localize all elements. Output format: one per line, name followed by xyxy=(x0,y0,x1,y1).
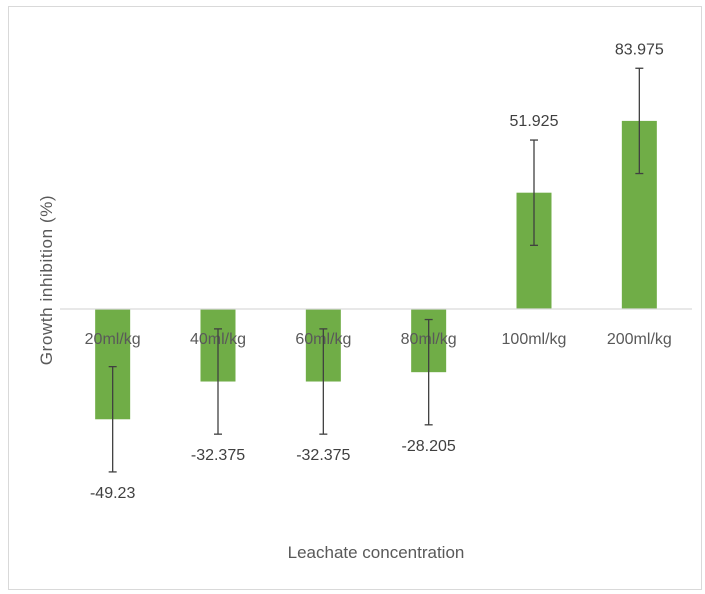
data-label-20ml/kg: -49.23 xyxy=(90,485,135,502)
chart-frame xyxy=(8,6,702,590)
data-label-100ml/kg: 51.925 xyxy=(510,113,559,130)
error-bars-layer xyxy=(108,67,644,473)
data-label-40ml/kg: -32.375 xyxy=(191,447,245,464)
bars-layer xyxy=(95,120,657,420)
x-tick-labels: 20ml/kg 40ml/kg 60ml/kg 80ml/kg 100ml/kg 200m… xyxy=(85,331,672,348)
x-axis-title: Leachate concentration xyxy=(288,543,465,562)
data-label-80ml/kg: -28.205 xyxy=(402,438,456,455)
x-tick-label-20ml/kg: 20ml/kg xyxy=(85,331,141,348)
x-tick-label-200ml/kg: 200ml/kg xyxy=(607,331,672,348)
data-label-200ml/kg: 83.975 xyxy=(615,41,664,58)
y-axis-title: Growth inhibition (%) xyxy=(37,195,56,365)
x-tick-label-100ml/kg: 100ml/kg xyxy=(502,331,567,348)
data-label-60ml/kg: -32.375 xyxy=(296,447,350,464)
data-labels-layer: -49.23 -32.375 -32.375 -28.205 51.925 83.975 xyxy=(90,41,664,502)
